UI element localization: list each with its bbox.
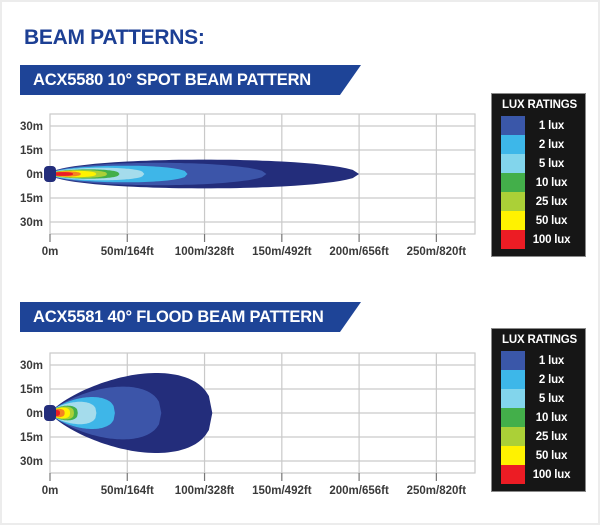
legend-label: 2 lux (538, 138, 565, 151)
legend-label: 100 lux (532, 468, 571, 481)
y-tick-label: 30m (20, 360, 43, 372)
legend-row: 5 lux (501, 154, 578, 173)
y-tick-label: 15m (20, 432, 43, 444)
legend-row: 25 lux (501, 192, 578, 211)
x-tick-label: 150m/492ft (252, 485, 312, 497)
legend-label: 100 lux (532, 233, 571, 246)
legend-label: 1 lux (538, 119, 565, 132)
legend-title: LUX RATINGS (502, 334, 577, 346)
legend-label: 5 lux (538, 392, 565, 405)
legend-swatch-1lux (501, 351, 525, 370)
legend-label: 10 lux (535, 411, 568, 424)
y-tick-label: 0m (26, 408, 43, 420)
y-tick-label: 0m (26, 169, 43, 181)
legend-row: 2 lux (501, 370, 578, 389)
legend-row: 1 lux (501, 116, 578, 135)
legend-label: 1 lux (538, 354, 565, 367)
legend-row: 100 lux (501, 230, 578, 249)
light-fixture (44, 405, 56, 421)
legend-row: 50 lux (501, 211, 578, 230)
legend-swatch-100lux (501, 465, 525, 484)
legend-swatch-2lux (501, 370, 525, 389)
spot-beam-banner: ACX5580 10° SPOT BEAM PATTERN (20, 65, 361, 95)
legend-swatch-2lux (501, 135, 525, 154)
legend-swatch-25lux (501, 427, 525, 446)
x-tick-label: 0m (42, 485, 59, 497)
y-tick-label: 15m (20, 193, 43, 205)
legend-label: 25 lux (535, 430, 568, 443)
light-fixture (44, 166, 56, 182)
legend-label: 50 lux (535, 449, 568, 462)
legend-swatch-25lux (501, 192, 525, 211)
legend-label: 25 lux (535, 195, 568, 208)
legend-swatch-10lux (501, 408, 525, 427)
page-title: BEAM PATTERNS: (24, 26, 205, 49)
legend-row: 50 lux (501, 446, 578, 465)
x-tick-label: 150m/492ft (252, 246, 312, 258)
lux-ratings-legend: LUX RATINGS 1 lux 2 lux 5 lux 10 lux 25 … (491, 93, 586, 257)
legend-label: 10 lux (535, 176, 568, 189)
flood-beam-banner: ACX5581 40° FLOOD BEAM PATTERN (20, 302, 361, 332)
legend-swatch-1lux (501, 116, 525, 135)
y-tick-label: 30m (20, 121, 43, 133)
legend-label: 50 lux (535, 214, 568, 227)
y-tick-label: 15m (20, 145, 43, 157)
legend-swatch-10lux (501, 173, 525, 192)
legend-label: 5 lux (538, 157, 565, 170)
legend-swatch-50lux (501, 211, 525, 230)
legend-swatch-50lux (501, 446, 525, 465)
spot-beam-banner-label: ACX5580 10° SPOT BEAM PATTERN (33, 70, 312, 89)
lux-ratings-legend: LUX RATINGS 1 lux 2 lux 5 lux 10 lux 25 … (491, 328, 586, 492)
x-tick-label: 200m/656ft (329, 485, 389, 497)
flood-beam-banner-label: ACX5581 40° FLOOD BEAM PATTERN (33, 307, 324, 326)
legend-row: 25 lux (501, 427, 578, 446)
y-tick-label: 15m (20, 384, 43, 396)
y-tick-label: 30m (20, 456, 43, 468)
x-tick-label: 250m/820ft (407, 485, 467, 497)
legend-title: LUX RATINGS (502, 99, 577, 111)
spot-beam-chart: 0m 50m/164ft 100m/328ft 150m/492ft 200m/656f… (20, 113, 476, 258)
legend-swatch-100lux (501, 230, 525, 249)
legend-row: 5 lux (501, 389, 578, 408)
legend-row: 10 lux (501, 173, 578, 192)
x-tick-label: 0m (42, 246, 59, 258)
legend-row: 2 lux (501, 135, 578, 154)
x-tick-label: 200m/656ft (329, 246, 389, 258)
legend-swatch-5lux (501, 389, 525, 408)
flood-beam-chart: 0m 50m/164ft 100m/328ft 150m/492ft 200m/656f… (20, 352, 476, 497)
x-tick-label: 50m/164ft (101, 485, 154, 497)
x-tick-label: 100m/328ft (175, 485, 235, 497)
x-tick-label: 100m/328ft (175, 246, 235, 258)
y-tick-label: 30m (20, 217, 43, 229)
legend-row: 100 lux (501, 465, 578, 484)
x-tick-label: 50m/164ft (101, 246, 154, 258)
legend-swatch-5lux (501, 154, 525, 173)
legend-label: 2 lux (538, 373, 565, 386)
legend-row: 1 lux (501, 351, 578, 370)
x-tick-label: 250m/820ft (407, 246, 467, 258)
legend-row: 10 lux (501, 408, 578, 427)
